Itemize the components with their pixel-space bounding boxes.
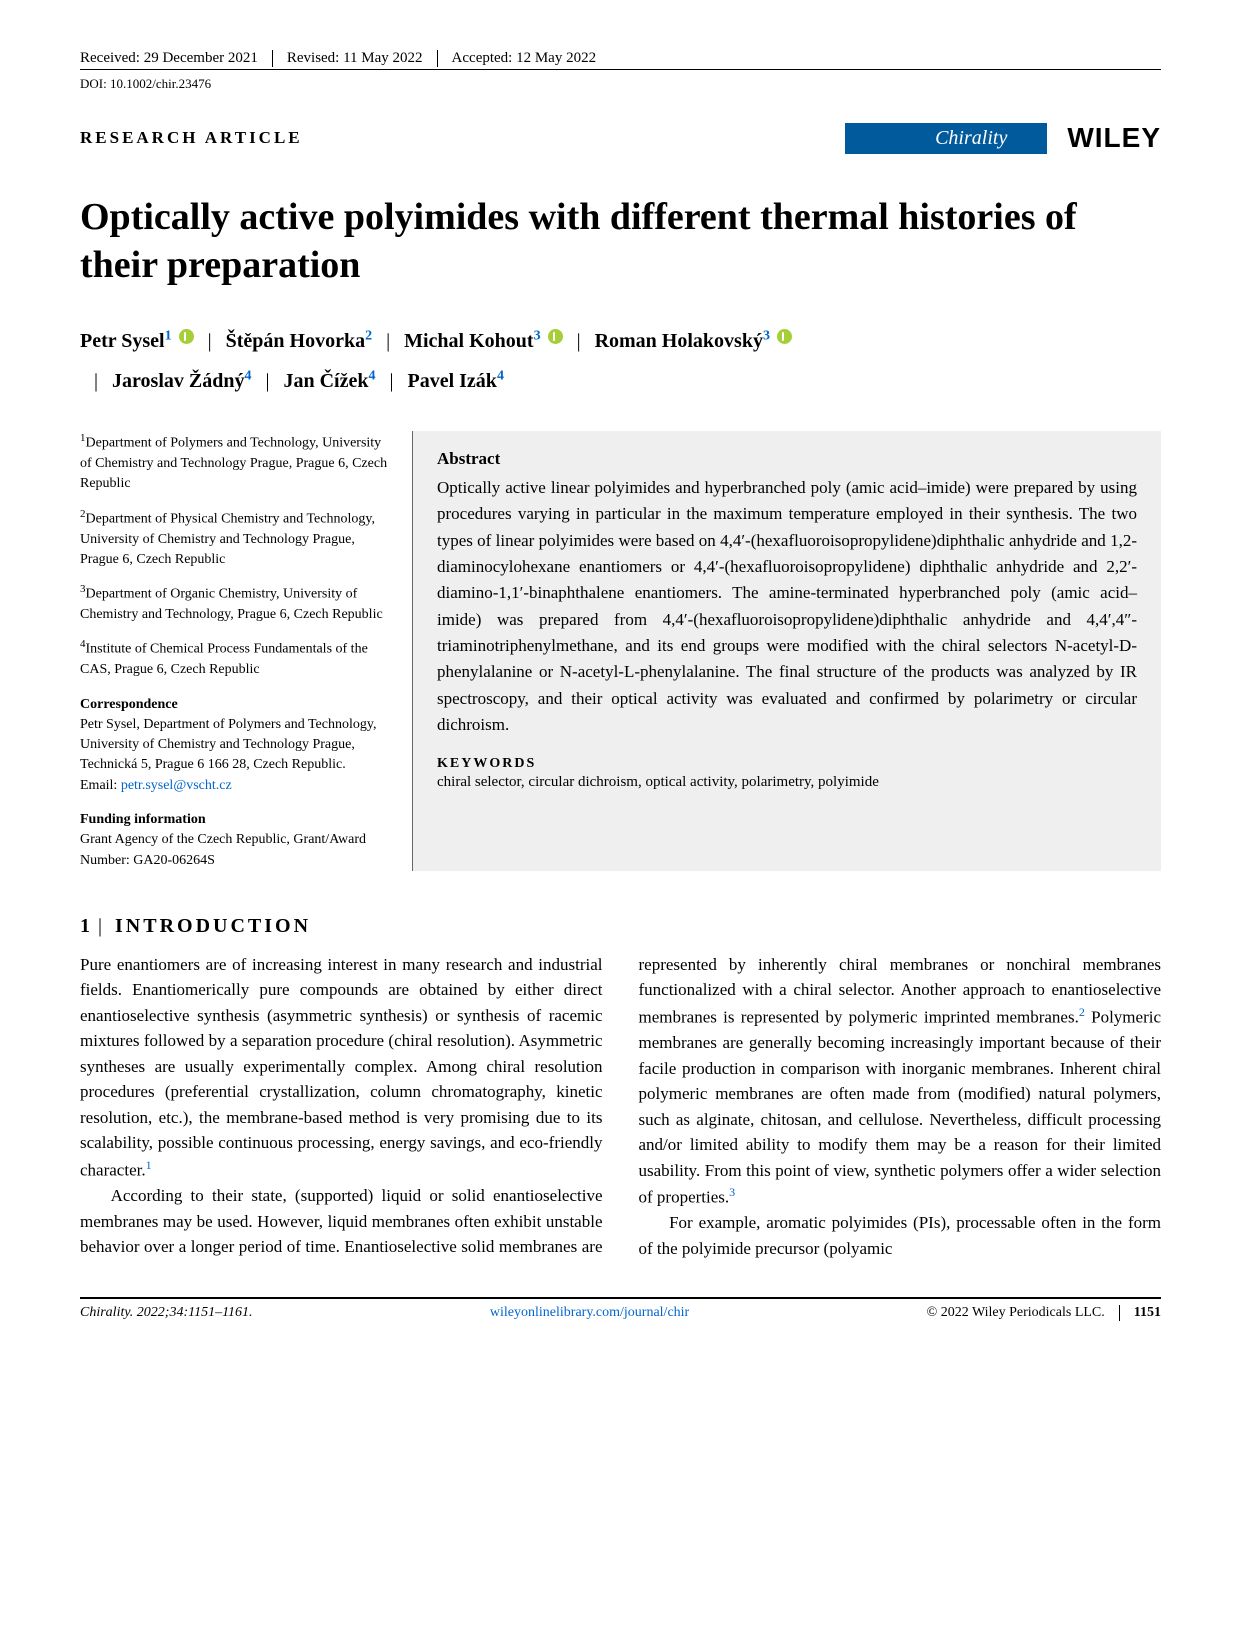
article-type: RESEARCH ARTICLE (80, 128, 303, 148)
email-link[interactable]: petr.sysel@vscht.cz (121, 778, 232, 793)
footer-citation: Chirality. 2022;34:1151–1161. (80, 1305, 253, 1321)
funding-heading: Funding information (80, 810, 390, 830)
keywords-body: chiral selector, circular dichroism, opt… (437, 774, 1137, 791)
funding-body: Grant Agency of the Czech Republic, Gran… (80, 830, 390, 871)
journal-badge: Chirality (845, 123, 1047, 154)
affiliation: 1Department of Polymers and Technology, … (80, 431, 390, 495)
orcid-icon[interactable] (777, 329, 792, 344)
correspondence-heading: Correspondence (80, 695, 390, 715)
correspondence-email-line: Email: petr.sysel@vscht.cz (80, 776, 390, 796)
affiliation: 3Department of Organic Chemistry, Univer… (80, 582, 390, 625)
brand-row: Chirality WILEY (845, 122, 1161, 154)
received-date: Received: 29 December 2021 (80, 50, 273, 67)
section-number: 1 (80, 915, 90, 937)
abstract-box: Abstract Optically active linear polyimi… (413, 431, 1161, 871)
author[interactable]: Jan Čížek4 (283, 370, 375, 392)
affiliation-column: 1Department of Polymers and Technology, … (80, 431, 413, 871)
section-heading: 1|INTRODUCTION (80, 915, 1161, 938)
abstract-body: Optically active linear polyimides and h… (437, 475, 1137, 738)
author[interactable]: Roman Holakovský3 (595, 330, 792, 352)
abstract-heading: Abstract (437, 449, 1137, 469)
orcid-icon[interactable] (548, 329, 563, 344)
revised-date: Revised: 11 May 2022 (273, 50, 438, 67)
publisher-logo: WILEY (1067, 122, 1161, 154)
affiliation: 4Institute of Chemical Process Fundament… (80, 637, 390, 680)
body-text: Pure enantiomers are of increasing inter… (80, 952, 1161, 1261)
doi: DOI: 10.1002/chir.23476 (80, 76, 1161, 92)
section-title: INTRODUCTION (115, 915, 311, 937)
footer-copyright: © 2022 Wiley Periodicals LLC. (927, 1305, 1105, 1321)
author[interactable]: Jaroslav Žádný4 (112, 370, 251, 392)
reference-link-3[interactable]: 3 (729, 1185, 735, 1199)
author[interactable]: Štěpán Hovorka2 (226, 330, 372, 352)
article-title: Optically active polyimides with differe… (80, 194, 1161, 289)
keywords-heading: KEYWORDS (437, 756, 1137, 772)
reference-link-1[interactable]: 1 (146, 1158, 152, 1172)
page-number: 1151 (1119, 1305, 1161, 1321)
correspondence-body: Petr Sysel, Department of Polymers and T… (80, 715, 390, 776)
orcid-icon[interactable] (179, 329, 194, 344)
paragraph-3: For example, aromatic polyimides (PIs), … (639, 1213, 1162, 1258)
paragraph-1: Pure enantiomers are of increasing inter… (80, 955, 603, 1180)
affiliation: 2Department of Physical Chemistry and Te… (80, 507, 390, 571)
author-list: Petr Sysel1 |Štěpán Hovorka2|Michal Koho… (80, 321, 1161, 401)
article-dates: Received: 29 December 2021 Revised: 11 M… (80, 50, 1161, 70)
accepted-date: Accepted: 12 May 2022 (438, 50, 611, 67)
paragraph-2b: Polymeric membranes are generally becomi… (639, 1008, 1162, 1207)
author[interactable]: Pavel Izák4 (408, 370, 504, 392)
author[interactable]: Petr Sysel1 (80, 330, 194, 352)
page-footer: Chirality. 2022;34:1151–1161. wileyonlin… (80, 1297, 1161, 1321)
author[interactable]: Michal Kohout3 (404, 330, 562, 352)
footer-url[interactable]: wileyonlinelibrary.com/journal/chir (490, 1305, 689, 1321)
